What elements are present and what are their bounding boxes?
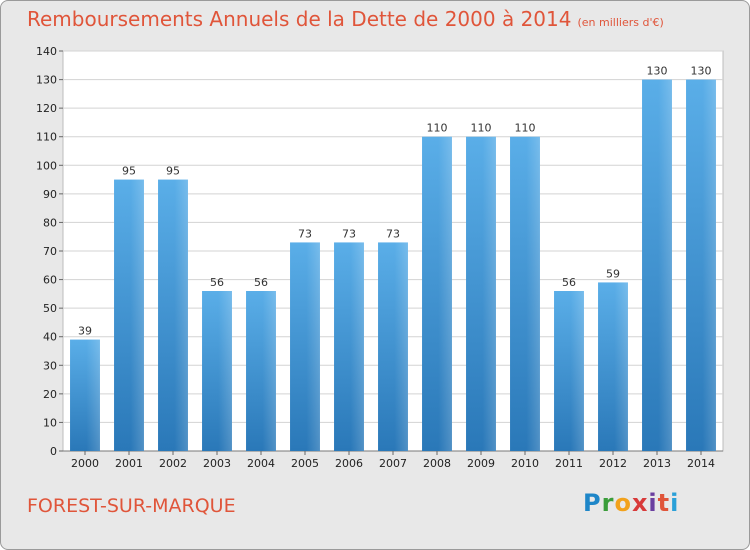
bar-value-label: 130 (647, 65, 668, 78)
bar-value-label: 130 (691, 65, 712, 78)
x-axis-labels: 2000 2001 2002 2003 2004 2005 2006 2007 2008 2009… (71, 451, 715, 470)
x-tick-label: 2008 (423, 457, 451, 470)
bar-highlight (438, 136, 452, 451)
bar-highlight (86, 339, 100, 451)
place-name: FOREST-SUR-MARQUE (27, 495, 236, 517)
y-tick-label: 80 (43, 216, 57, 229)
y-tick-label: 120 (36, 102, 57, 115)
logo-letter: i (648, 489, 658, 517)
x-tick-label: 2000 (71, 457, 99, 470)
bar-value-label: 56 (254, 276, 268, 289)
y-tick-label: 90 (43, 188, 57, 201)
bar-highlight (306, 242, 320, 451)
x-tick-label: 2010 (511, 457, 539, 470)
y-tick-label: 140 (36, 45, 57, 58)
logo-letter: o (614, 489, 632, 517)
x-tick-label: 2005 (291, 457, 319, 470)
x-tick-label: 2006 (335, 457, 363, 470)
bar-highlight (482, 136, 496, 451)
logo-letter: i (670, 489, 680, 517)
bar-highlight (394, 242, 408, 451)
bar-highlight (350, 242, 364, 451)
x-tick-label: 2007 (379, 457, 407, 470)
x-tick-label: 2004 (247, 457, 275, 470)
y-tick-label: 50 (43, 302, 57, 315)
y-axis-labels: 0 10 20 30 40 50 60 70 80 90 100 110 120 130 140 (36, 45, 57, 458)
x-tick-label: 2002 (159, 457, 187, 470)
chart-subtitle: (en milliers d'€) (577, 16, 664, 29)
y-tick-label: 40 (43, 331, 57, 344)
bar-highlight (262, 291, 276, 451)
y-tick-label: 10 (43, 416, 57, 429)
x-tick-label: 2011 (555, 457, 583, 470)
y-tick-label: 70 (43, 245, 57, 258)
bar-value-label: 73 (386, 227, 400, 240)
x-tick-label: 2009 (467, 457, 495, 470)
bar-value-label: 95 (122, 165, 136, 178)
y-tick-label: 20 (43, 388, 57, 401)
y-tick-label: 110 (36, 131, 57, 144)
y-tick-label: 30 (43, 359, 57, 372)
bar-highlight (570, 291, 584, 451)
bar-value-label: 73 (342, 227, 356, 240)
bar-value-label: 110 (471, 122, 492, 135)
x-tick-label: 2003 (203, 457, 231, 470)
bar-highlight (130, 179, 144, 452)
y-tick-label: 0 (50, 445, 57, 458)
logo-letter: x (631, 489, 649, 517)
bar-highlight (614, 282, 628, 451)
bar-value-label: 110 (427, 122, 448, 135)
y-tick-label: 100 (36, 159, 57, 172)
bar-highlight (218, 291, 232, 451)
bar-highlight (702, 79, 716, 452)
bar-value-label: 56 (210, 276, 224, 289)
bar-value-label: 73 (298, 227, 312, 240)
logo-letter: P (583, 489, 602, 517)
y-tick-label: 130 (36, 74, 57, 87)
y-tick-label: 60 (43, 274, 57, 287)
bar-value-label: 39 (78, 325, 92, 338)
proxiti-logo: Proxiti (583, 489, 679, 517)
bar-value-label: 110 (515, 122, 536, 135)
logo-letter: t (657, 489, 671, 517)
bar-value-label: 56 (562, 276, 576, 289)
chart-title: Remboursements Annuels de la Dette de 20… (27, 7, 664, 31)
x-tick-label: 2012 (599, 457, 627, 470)
bar-highlight (526, 136, 540, 451)
bars-group: 39 95 95 56 56 73 73 73 110 110 110 56 59 130 130 (70, 65, 716, 452)
bar-value-label: 95 (166, 165, 180, 178)
bar-highlight (658, 79, 672, 452)
x-tick-label: 2001 (115, 457, 143, 470)
x-tick-label: 2013 (643, 457, 671, 470)
bar-value-label: 59 (606, 267, 620, 280)
x-tick-label: 2014 (687, 457, 715, 470)
logo-letter: r (601, 489, 615, 517)
bar-highlight (174, 179, 188, 452)
chart-title-text: Remboursements Annuels de la Dette de 20… (27, 7, 572, 31)
